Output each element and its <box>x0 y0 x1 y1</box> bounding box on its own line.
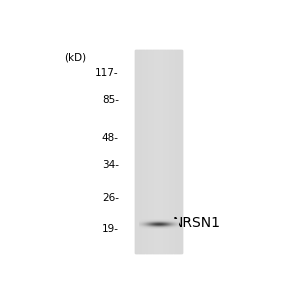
Bar <box>148 50 149 253</box>
Bar <box>155 50 156 253</box>
Bar <box>146 50 147 253</box>
Bar <box>147 50 148 253</box>
Bar <box>168 50 169 253</box>
Bar <box>160 50 161 253</box>
Bar <box>135 50 182 253</box>
Bar <box>172 50 173 253</box>
Text: 26-: 26- <box>102 193 119 203</box>
Bar <box>137 50 139 253</box>
Bar <box>169 50 170 253</box>
Bar <box>162 50 163 253</box>
Text: 48-: 48- <box>102 134 119 143</box>
Bar <box>152 50 153 253</box>
Bar <box>163 50 164 253</box>
Bar <box>140 50 141 253</box>
Bar <box>173 50 175 253</box>
Bar <box>158 50 160 253</box>
Bar <box>164 50 165 253</box>
Bar <box>145 50 146 253</box>
Bar <box>171 50 172 253</box>
Bar <box>157 50 158 253</box>
Text: 117-: 117- <box>95 68 119 78</box>
Bar <box>139 50 140 253</box>
Text: (kD): (kD) <box>64 53 86 63</box>
Bar <box>142 50 143 253</box>
Bar <box>177 50 178 253</box>
Bar <box>156 50 157 253</box>
Text: NRSN1: NRSN1 <box>173 216 221 230</box>
Text: 34-: 34- <box>102 160 119 170</box>
Bar <box>136 50 137 253</box>
Bar <box>178 50 179 253</box>
Text: 85-: 85- <box>102 95 119 105</box>
Bar <box>141 50 142 253</box>
Bar <box>167 50 168 253</box>
Bar <box>179 50 181 253</box>
Bar <box>170 50 171 253</box>
Bar <box>149 50 150 253</box>
Bar <box>176 50 177 253</box>
Bar <box>143 50 145 253</box>
Bar <box>181 50 182 253</box>
Bar <box>165 50 166 253</box>
Bar <box>150 50 152 253</box>
Bar <box>175 50 176 253</box>
Bar <box>154 50 155 253</box>
Bar <box>135 50 136 253</box>
Text: 19-: 19- <box>102 224 119 233</box>
Bar <box>161 50 162 253</box>
Bar <box>153 50 154 253</box>
